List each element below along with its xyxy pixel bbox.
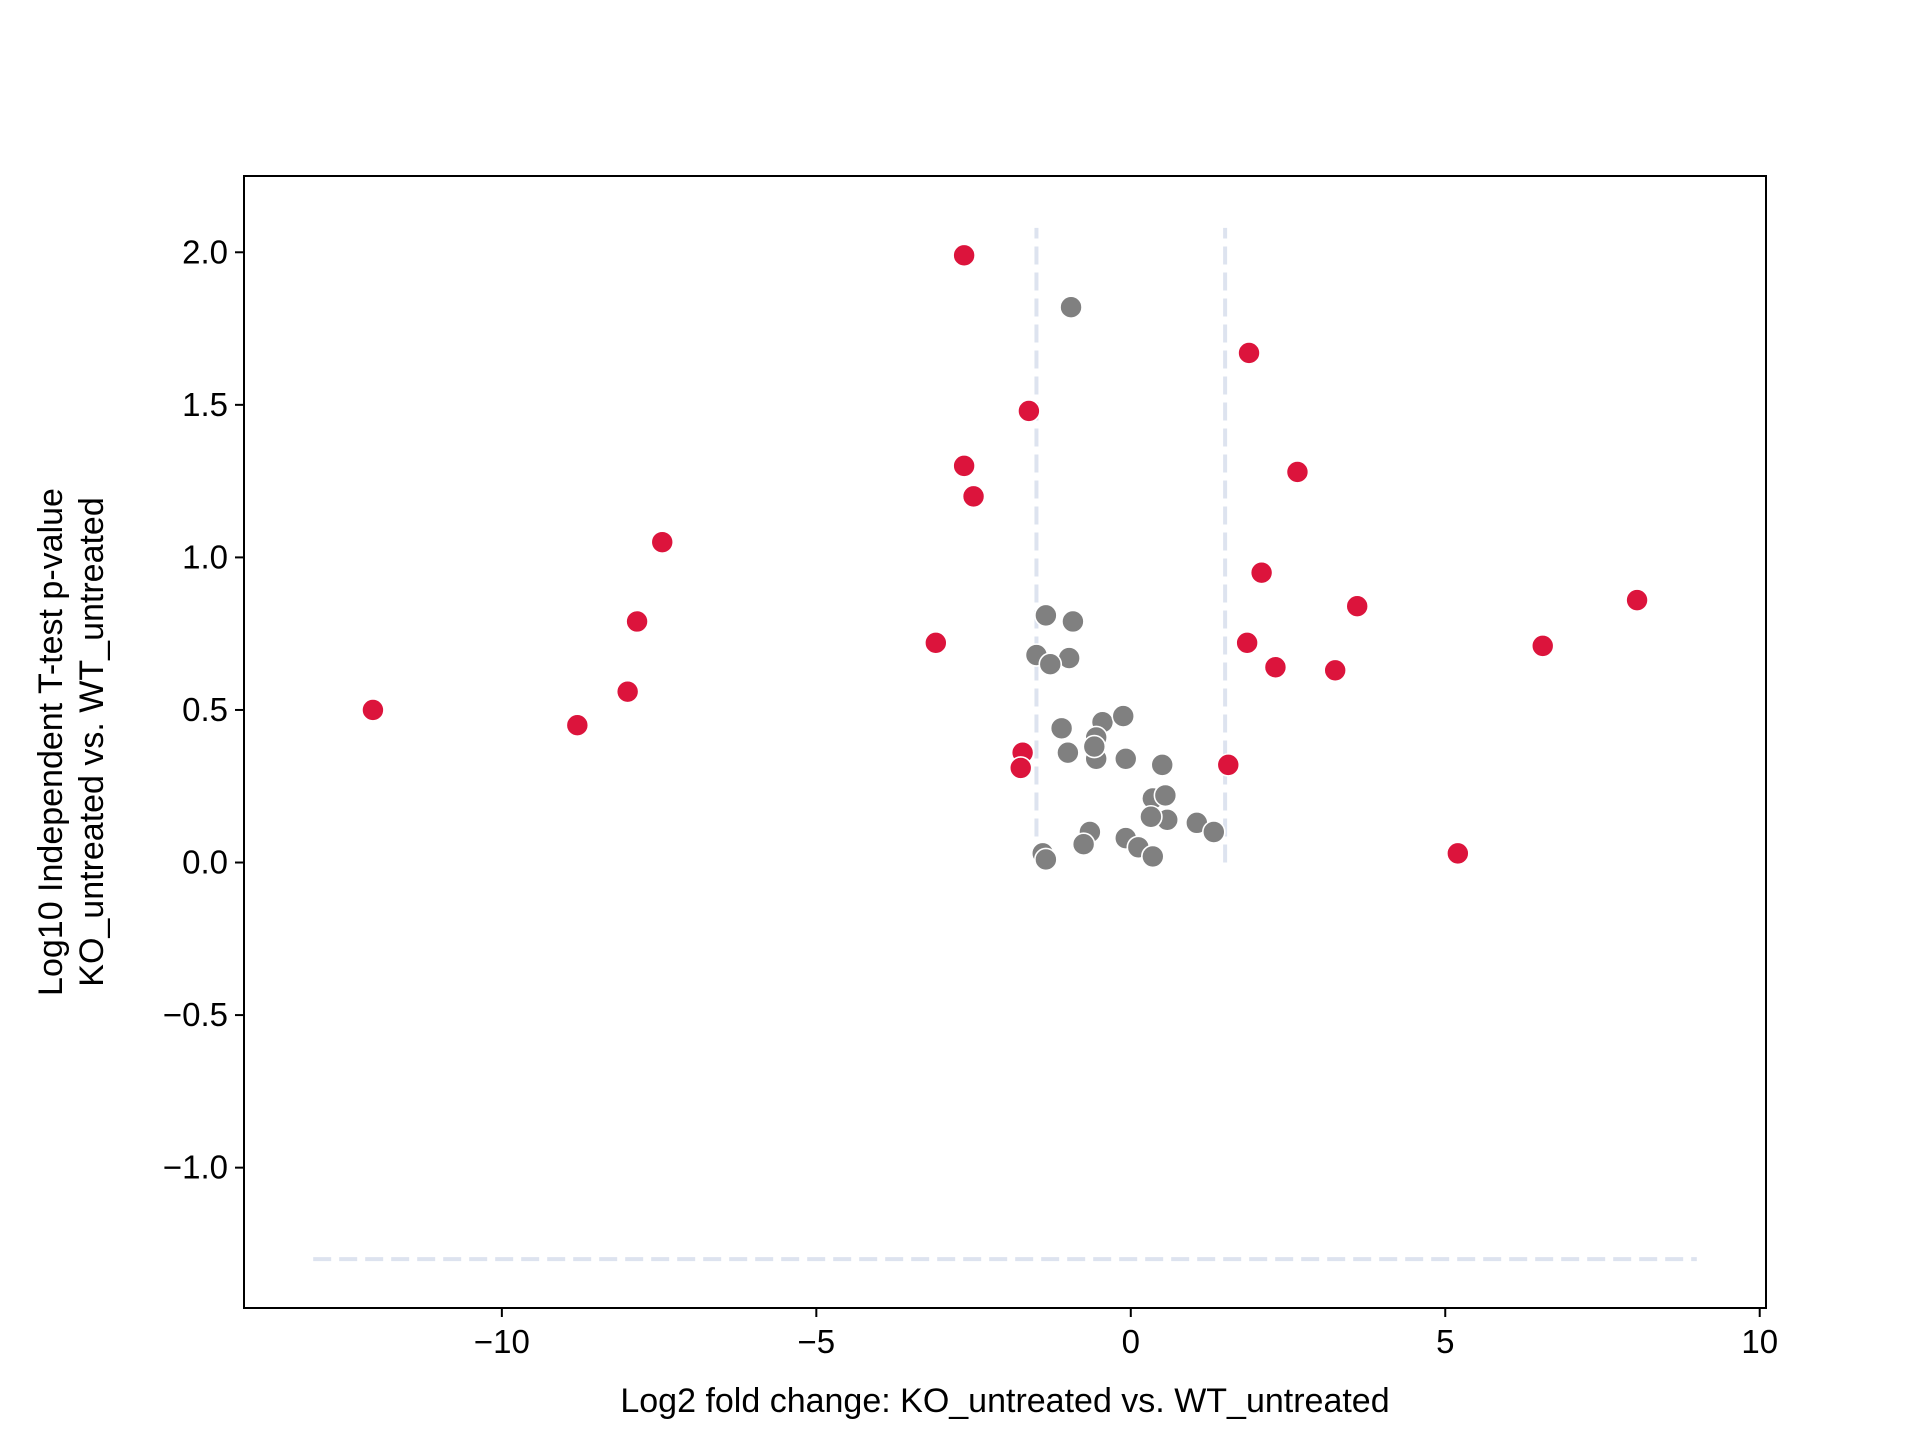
significant-point-1 [565, 713, 590, 738]
significant-point-0 [361, 698, 385, 722]
significant-point-20 [1446, 841, 1470, 866]
non-significant-point-8 [1111, 704, 1136, 728]
x-axis-label: Log2 fold change: KO_untreated vs. WT_un… [620, 1382, 1389, 1420]
non-significant-point-27 [1034, 847, 1058, 872]
significant-point-22 [1625, 588, 1649, 612]
plot-area-frame [243, 175, 1767, 1309]
x-axis-ticks: −10 −5 0 5 10 [474, 1308, 1778, 1360]
significant-point-5 [924, 631, 948, 655]
non-significant-point-2 [1061, 609, 1085, 634]
non-significant-point-13 [1113, 746, 1138, 771]
data-points [361, 243, 1649, 872]
significant-point-6 [952, 243, 976, 268]
significant-point-16 [1263, 655, 1288, 680]
non-significant-point-12 [1082, 734, 1107, 759]
y-axis-label-line-2: KO_untreated vs. WT_untreated [73, 497, 111, 986]
x-tick-label: −10 [474, 1323, 530, 1360]
significant-point-8 [961, 484, 986, 509]
non-significant-point-0 [1059, 295, 1083, 320]
non-significant-point-16 [1153, 783, 1178, 808]
y-axis-label: Log10 Independent T-test p-value KO_untr… [32, 488, 111, 996]
non-significant-point-10 [1056, 740, 1080, 765]
significant-point-17 [1285, 460, 1310, 484]
threshold-lines [313, 227, 1697, 1262]
y-tick-label: −1.0 [163, 1149, 228, 1186]
x-tick-label: −5 [798, 1323, 836, 1360]
y-tick-label: 1.5 [182, 386, 228, 423]
significant-point-2 [615, 679, 640, 704]
y-axis-ticks: −1.0 −0.5 0.0 0.5 1.0 1.5 2.0 [163, 233, 244, 1186]
non-significant-point-1 [1034, 603, 1058, 628]
non-significant-point-20 [1202, 820, 1226, 844]
y-tick-label: −0.5 [163, 996, 228, 1033]
non-significant-point-18 [1139, 804, 1163, 829]
significant-point-15 [1249, 560, 1274, 585]
significant-point-18 [1323, 658, 1347, 683]
x-tick-label: 5 [1436, 1323, 1454, 1360]
significant-point-9 [1017, 399, 1041, 423]
significant-point-14 [1237, 341, 1261, 365]
y-tick-label: 0.5 [182, 691, 228, 728]
significant-point-11 [1008, 756, 1033, 780]
significant-point-21 [1530, 634, 1555, 658]
significant-point-19 [1345, 594, 1369, 619]
non-significant-point-14 [1150, 753, 1175, 777]
y-axis-label-line-1: Log10 Independent T-test p-value [32, 488, 70, 996]
significant-point-13 [1235, 631, 1259, 655]
non-significant-point-5 [1038, 652, 1063, 676]
x-tick-label: 0 [1122, 1323, 1140, 1360]
non-significant-point-25 [1140, 844, 1165, 869]
y-tick-label: 0.0 [182, 844, 228, 881]
y-tick-label: 2.0 [182, 233, 228, 270]
significant-point-7 [952, 454, 976, 478]
x-tick-label: 10 [1741, 1323, 1778, 1360]
non-significant-point-6 [1049, 716, 1074, 741]
non-significant-point-22 [1071, 832, 1096, 857]
significant-point-4 [650, 530, 675, 554]
y-tick-label: 1.0 [182, 538, 228, 575]
significant-point-12 [1216, 753, 1241, 777]
significant-point-3 [625, 609, 649, 634]
